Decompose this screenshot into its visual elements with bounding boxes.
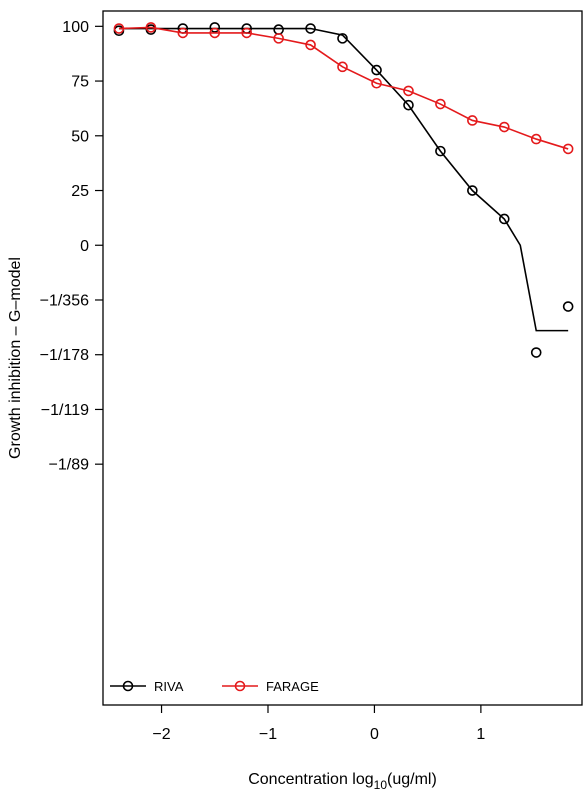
- data-point-farage: [498, 121, 510, 133]
- data-point-riva: [337, 33, 348, 44]
- y-tick-label: 0: [80, 238, 89, 255]
- legend-marker: [234, 680, 246, 692]
- y-tick-label: −1/178: [40, 347, 89, 364]
- x-tick-label: 1: [476, 726, 485, 743]
- y-tick-label: 100: [62, 19, 89, 36]
- data-point-farage: [337, 61, 348, 73]
- data-point-riva: [403, 99, 414, 111]
- data-point-riva: [530, 347, 542, 358]
- data-point-riva: [371, 64, 382, 76]
- x-axis-title-rest: (ug/ml): [387, 771, 437, 788]
- data-point-riva: [498, 213, 510, 225]
- data-point-farage: [435, 98, 446, 110]
- legend-label: RIVA: [154, 679, 184, 694]
- data-point-farage: [371, 77, 382, 89]
- y-tick-label: 75: [71, 74, 89, 91]
- y-tick-label: −1/89: [49, 457, 90, 474]
- data-point-riva: [209, 22, 221, 33]
- data-point-riva: [305, 23, 316, 34]
- data-point-farage: [177, 27, 189, 39]
- x-axis: −2 −1 0 1: [152, 705, 485, 743]
- x-axis-title-base: Concentration log: [248, 771, 373, 788]
- legend-entry-farage: FARAGE: [222, 679, 319, 694]
- legend-label: FARAGE: [266, 679, 319, 694]
- series-line-farage: [118, 26, 569, 150]
- legend-marker: [122, 680, 134, 692]
- data-point-farage: [530, 133, 542, 145]
- data-point-farage: [305, 39, 316, 51]
- y-tick-label: −1/356: [40, 292, 89, 309]
- y-axis: 100 75 50 25 0 −1/356 −1/178 −1/119 −1/89: [40, 19, 103, 474]
- series-farage: [113, 22, 574, 155]
- series-line-riva: [118, 27, 569, 332]
- legend: RIVA FARAGE: [110, 679, 319, 694]
- y-axis-title: Growth inhibition – G–model: [7, 257, 24, 459]
- y-tick-label: 25: [71, 183, 89, 200]
- legend-entry-riva: RIVA: [110, 679, 184, 694]
- data-point-farage: [403, 85, 414, 97]
- series-layer: [113, 22, 574, 358]
- data-point-farage: [241, 27, 252, 39]
- data-point-farage: [145, 22, 157, 33]
- data-point-farage: [209, 27, 221, 39]
- x-axis-title: Concentration log10(ug/ml): [248, 771, 437, 792]
- data-point-riva: [273, 24, 284, 35]
- data-point-riva: [467, 185, 478, 196]
- y-tick-label: −1/119: [41, 402, 89, 419]
- data-point-farage: [273, 33, 284, 44]
- data-point-farage: [562, 143, 574, 155]
- data-point-farage: [113, 23, 125, 34]
- data-point-riva: [435, 145, 446, 157]
- series-riva: [113, 22, 574, 358]
- y-tick-label: 50: [71, 128, 89, 145]
- x-tick-label: 0: [370, 726, 379, 743]
- x-tick-label: −2: [152, 726, 170, 743]
- x-axis-title-sub: 10: [374, 778, 388, 792]
- data-point-riva: [562, 301, 574, 312]
- x-tick-label: −1: [259, 726, 277, 743]
- plot-frame: [102, 10, 583, 706]
- data-point-farage: [467, 115, 478, 126]
